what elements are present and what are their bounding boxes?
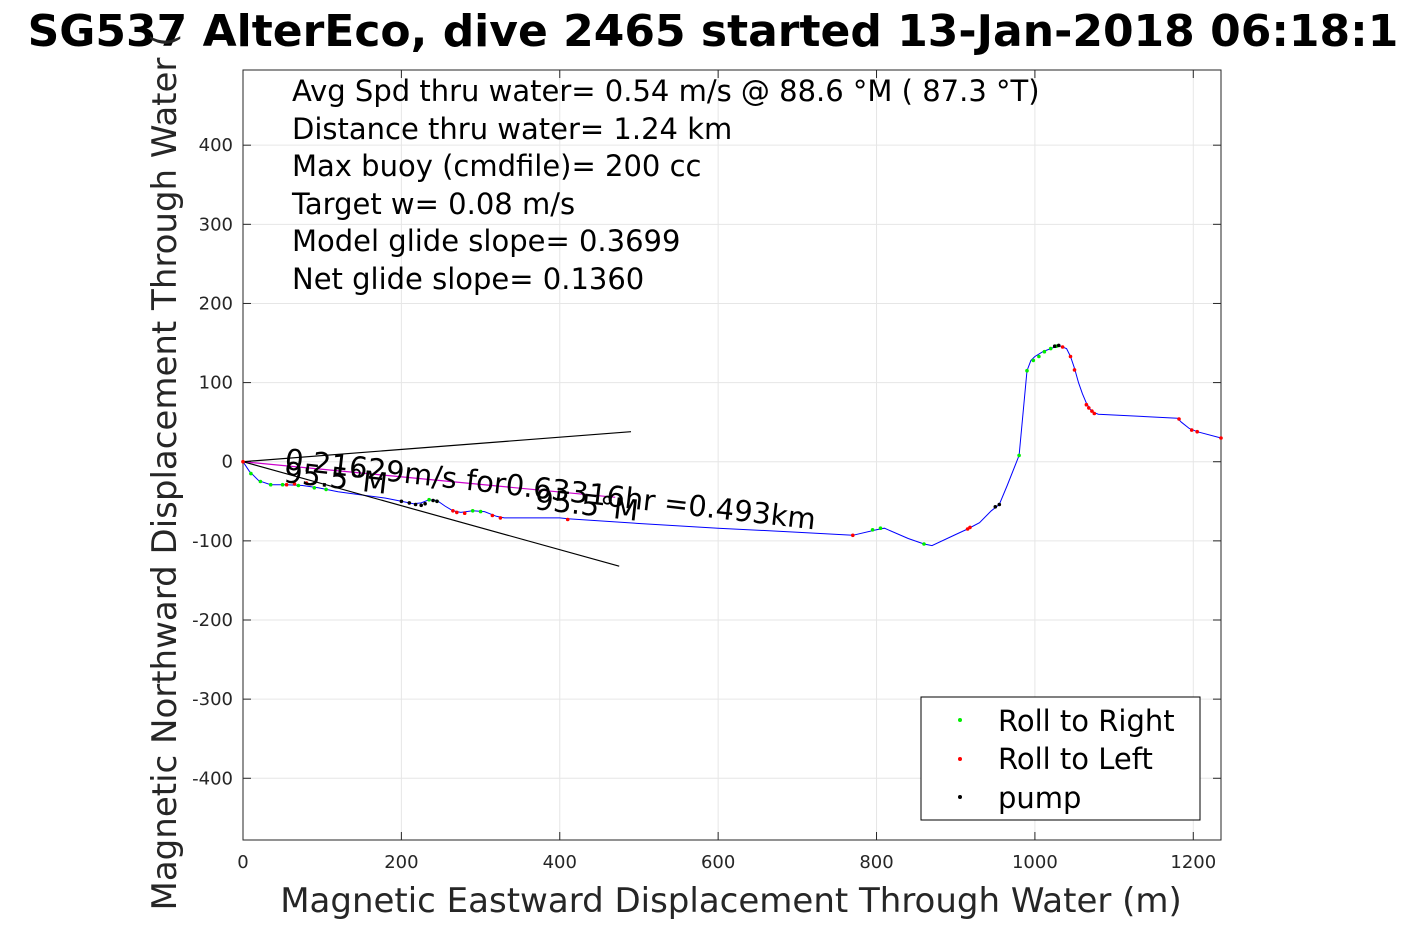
point-pump [1052,344,1057,349]
series-line-heading-upper [242,431,632,463]
legend-entry-roll-left: Roll to Left [998,742,1153,776]
x-tick-label: 1200 [1170,852,1216,873]
y-axis-label: Magnetic Northward Displacement Through … [145,34,185,911]
series-line-heading-lower [242,461,620,567]
point-roll-to-left [455,510,459,515]
point-pump [423,501,427,506]
legend-entry-pump: pump [998,781,1081,815]
point-roll-to-left [490,513,495,518]
point-roll-to-left [1092,411,1097,416]
point-roll-to-left [304,481,309,485]
point-roll-to-left [451,509,455,513]
y-tick-label: 100 [199,373,233,394]
point-roll-to-right [249,471,253,476]
series-line-current-line [242,461,616,498]
point-roll-to-right [878,526,883,530]
point-roll-to-right [1025,368,1029,373]
grid-lines [242,70,1221,840]
point-roll-to-left [1072,368,1077,372]
point-pump [407,501,412,505]
point-pump [435,499,439,504]
point-roll-to-right [296,483,301,488]
y-tick-label: 0 [222,452,233,473]
point-roll-to-left [1084,402,1089,407]
stat-line: Distance thru water= 1.24 km [292,112,732,146]
series-points [241,343,1223,546]
legend-marker-roll-left [958,757,962,761]
point-roll-to-right [312,486,317,490]
point-pump [997,502,1002,507]
point-roll-to-right [280,482,285,487]
point-roll-to-right [922,542,926,546]
y-tick-label: 400 [199,135,233,156]
point-roll-to-left [498,516,503,520]
point-roll-to-left [292,482,297,486]
point-roll-to-left [241,459,245,464]
point-roll-to-right [870,528,875,532]
stat-line: Net glide slope= 0.1360 [292,262,644,296]
x-tick-label: 0 [237,852,248,873]
stat-line: Target w= 0.08 m/s [291,187,575,221]
point-roll-to-left [1068,354,1073,359]
point-roll-to-right [258,479,263,484]
point-roll-to-left [968,525,972,530]
plot-border [242,69,1222,841]
point-roll-to-left [565,517,570,522]
point-roll-to-left [1090,409,1094,413]
plot-frame [242,69,1222,841]
point-roll-to-right [427,497,431,502]
point-roll-to-right [1037,354,1041,359]
stat-line: Model glide slope= 0.3699 [292,224,680,258]
stats-block: Avg Spd thru water= 0.54 m/s @ 88.6 °M (… [291,74,1040,296]
x-tick-label: 600 [701,852,735,873]
point-roll-to-right [268,482,273,487]
legend-marker-pump [958,795,962,799]
legend-marker-roll-right [958,718,962,722]
y-tick-label: -100 [192,531,233,552]
point-roll-to-left [1189,428,1194,432]
point-roll-to-right [478,509,483,514]
point-roll-to-right [1031,358,1036,363]
y-tick-label: -200 [192,610,233,631]
legend: Roll to Right Roll to Left pump [920,696,1201,821]
point-roll-to-left [1195,429,1199,434]
x-axis-label: Magnetic Eastward Displacement Through W… [280,881,1182,921]
point-roll-to-left [462,511,467,515]
point-pump [419,503,424,508]
series-lines [242,344,1222,567]
point-pump [431,498,435,503]
x-tick-label: 800 [859,852,893,873]
point-pump [993,505,998,509]
point-roll-to-left [1177,417,1181,421]
y-tick-label: -300 [192,689,233,710]
point-roll-to-right [470,509,475,513]
series-line-track [242,344,1222,547]
point-roll-to-left [1087,406,1091,410]
stat-line: Avg Spd thru water= 0.54 m/s @ 88.6 °M (… [292,74,1040,108]
point-roll-to-right [1042,349,1047,354]
y-tick-label: 300 [199,214,233,235]
y-tick-label: -400 [192,768,233,789]
x-tick-label: 400 [543,852,577,873]
x-tick-label: 1000 [1012,852,1058,873]
point-roll-to-right [1048,346,1053,351]
point-roll-to-right [324,487,328,492]
point-roll-to-left [1219,436,1223,440]
x-tick-label: 200 [384,852,418,873]
point-roll-to-left [284,482,289,487]
stat-line: Max buoy (cmdfile)= 200 cc [292,149,701,183]
point-roll-to-right [1017,453,1021,458]
point-roll-to-left [851,533,855,538]
point-roll-to-left [1060,345,1065,349]
legend-entry-roll-right: Roll to Right [998,704,1175,738]
legend-box [920,696,1201,821]
point-pump [399,499,404,504]
y-tick-label: 200 [199,293,233,314]
point-pump [413,502,418,507]
axis-ticks: 0 200 400 600 800 1000 1200 -400 -300 -200 -100 0 10… [192,70,1221,873]
chart-title: SG537 AlterEco, dive 2465 started 13-Jan… [28,6,1399,57]
point-pump [1056,343,1061,348]
